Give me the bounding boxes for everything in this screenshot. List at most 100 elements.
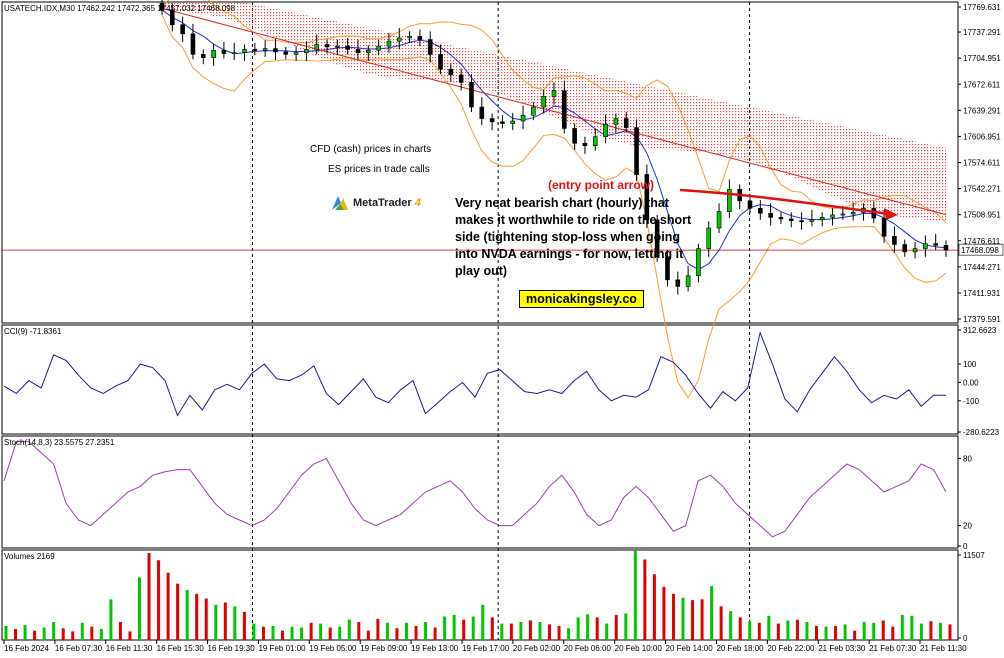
volume-series [4,550,952,640]
candle [799,220,804,222]
candle [366,49,371,54]
candle [262,48,268,51]
candle [541,96,546,108]
candle [881,217,887,237]
y-tick-label: 17444.271 [963,263,1001,272]
candle [489,118,495,123]
candle [479,106,485,119]
candle [613,118,619,125]
candle [200,54,206,58]
es-note: ES prices in trade calls [328,164,430,175]
candle [943,245,949,251]
candle [768,212,773,218]
candle [582,142,588,147]
stoch-line [3,441,947,538]
y-tick-label: 11507 [963,551,985,560]
x-tick-label: 16 Feb 15:30 [157,644,205,653]
candle [231,52,237,55]
metatrader-label: MetaTrader [353,197,412,209]
stoch-series [3,441,947,538]
y-tick-label: 17769.631 [963,3,1001,12]
candle [355,49,361,54]
x-tick-label: 20 Feb 06:00 [564,644,612,653]
candle [520,114,526,122]
y-tick-label: 17542.271 [963,185,1001,194]
candle [324,44,330,48]
candle [211,49,216,58]
y-tick-label: -100 [963,397,980,406]
candle [747,200,753,209]
candle [314,44,320,50]
x-tick-label: 19 Feb 01:00 [258,644,306,653]
candle [551,90,557,97]
x-tick-label: 16 Feb 07:30 [55,644,103,653]
candle [819,217,825,221]
candle [335,45,340,48]
x-tick-label: 20 Feb 22:00 [767,644,815,653]
candle [706,227,712,249]
candle [221,49,227,54]
candle [716,211,722,229]
candle [510,120,516,124]
candle [345,45,350,50]
candle [840,213,846,216]
x-tick-label: 21 Feb 03:30 [818,644,866,653]
candle [592,136,598,147]
candle [727,189,732,212]
candle [283,51,289,55]
current-price-box [958,243,1004,256]
candle [675,279,681,287]
cci-line [3,331,946,417]
candle [531,106,536,116]
x-tick-label: 16 Feb 19:30 [208,644,256,653]
candle [180,24,185,35]
candle [458,74,464,83]
candle [407,35,412,39]
x-tick-label: 19 Feb 05:00 [309,644,357,653]
candle [778,217,784,220]
candle [830,214,835,218]
pane-frame-3 [1,549,959,641]
y-tick-label: 17411.931 [963,289,1001,298]
brand-badge: monicakingsley.co [519,290,644,308]
candle [912,248,918,253]
y-tick-label: 0 [963,634,968,643]
current-price-label: 17468.098 [961,246,999,255]
x-tick-label: 16 Feb 2024 [4,644,49,653]
metatrader-icon [332,196,348,210]
candle [623,118,629,128]
ma-fast [161,9,947,271]
y-tick-label: 0.00 [963,378,979,387]
candle [376,45,381,51]
y-axes: 17769.631 17737.291 17704.951 17672.611 1763… [958,3,1004,643]
candle [438,54,443,70]
candle [654,219,660,258]
candle [252,49,258,51]
cci-series [3,331,946,417]
candle [427,39,433,55]
candle [170,9,175,26]
pane-title-3: Volumes 2169 [4,552,55,561]
candle [190,33,196,55]
bollinger-lower [161,14,947,399]
y-tick-label: -280.6223 [963,428,1000,437]
y-tick-label: 17704.951 [963,54,1001,63]
y-tick-label: 17379.591 [963,315,1001,324]
candle [603,124,608,137]
candle [923,243,928,249]
pane-frame-2 [1,435,959,549]
y-tick-label: 0 [963,542,968,551]
x-tick-label: 19 Feb 09:00 [360,644,408,653]
y-tick-label: 100 [963,360,977,369]
candle [758,207,763,214]
y-tick-label: 17639.291 [963,106,1001,115]
x-tick-label: 21 Feb 11:30 [920,644,967,653]
ma-slow [161,7,947,216]
y-tick-label: 17508.951 [963,211,1001,220]
y-tick-label: 17574.611 [963,159,1001,168]
y-tick-label: 17606.951 [963,132,1001,141]
y-tick-label: 312.6623 [963,326,997,335]
x-tick-label: 20 Feb 14:00 [666,644,714,653]
candle [850,212,856,215]
